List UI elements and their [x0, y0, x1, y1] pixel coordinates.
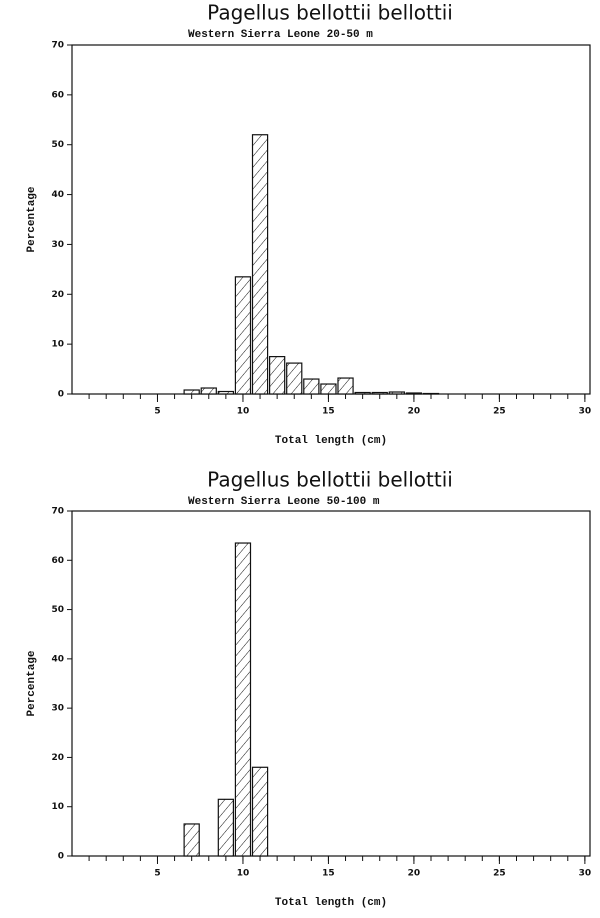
bar — [388, 391, 405, 395]
y-tick-label: 40 — [51, 190, 64, 200]
y-tick-label: 10 — [51, 340, 64, 350]
bar — [405, 392, 423, 395]
bar — [371, 391, 388, 395]
x-tick-label: 10 — [237, 407, 250, 417]
x-axis-label: Total length (cm) — [275, 897, 387, 909]
x-tick-label: 15 — [322, 407, 335, 417]
bar — [251, 134, 269, 395]
plot-frame — [71, 44, 591, 395]
chart-subtitle: Western Sierra Leone 50-100 m — [188, 496, 380, 508]
bar — [286, 362, 303, 395]
y-tick-label: 0 — [58, 390, 64, 400]
bar — [269, 356, 286, 395]
y-tick-label: 50 — [51, 605, 64, 615]
x-axis-label: Total length (cm) — [275, 435, 387, 447]
x-tick-label: 20 — [408, 407, 421, 417]
y-tick-label: 60 — [51, 90, 64, 100]
bar — [234, 276, 252, 395]
y-tick-label: 30 — [51, 704, 64, 714]
y-tick-label: 30 — [51, 240, 64, 250]
bar — [200, 387, 217, 395]
chart: Pagellus bellottii bellottii Western Sier… — [26, 1, 591, 447]
bar — [234, 542, 252, 857]
bar — [354, 391, 371, 395]
bar — [217, 390, 235, 395]
bar — [337, 377, 354, 395]
plot-frame — [71, 510, 591, 857]
y-tick-label: 0 — [58, 852, 64, 862]
chart-title: Pagellus bellottii bellottii — [207, 1, 453, 25]
x-tick-label: 20 — [408, 869, 421, 879]
bar — [320, 383, 337, 395]
y-tick-label: 20 — [51, 290, 64, 300]
y-axis-label: Percentage — [26, 650, 38, 716]
y-tick-label: 20 — [51, 753, 64, 763]
y-tick-label: 40 — [51, 654, 64, 664]
x-tick-label: 25 — [493, 869, 506, 879]
chart-subtitle: Western Sierra Leone 20-50 m — [188, 29, 373, 41]
y-tick-label: 50 — [51, 140, 64, 150]
bar — [251, 766, 269, 857]
x-tick-label: 15 — [322, 869, 335, 879]
x-tick-label: 25 — [493, 407, 506, 417]
y-axis-label: Percentage — [26, 186, 38, 252]
bar — [183, 389, 200, 395]
y-tick-label: 70 — [51, 507, 64, 517]
x-tick-label: 30 — [579, 407, 592, 417]
x-tick-label: 5 — [154, 869, 160, 879]
chart: Pagellus bellottii bellottii Western Sier… — [26, 468, 591, 909]
bar — [303, 378, 320, 395]
x-tick-label: 30 — [579, 869, 592, 879]
bar — [183, 823, 200, 857]
y-tick-label: 60 — [51, 556, 64, 566]
y-tick-label: 10 — [51, 802, 64, 812]
bar — [217, 798, 235, 857]
chart-title: Pagellus bellottii bellottii — [207, 468, 453, 492]
y-tick-label: 70 — [51, 41, 64, 51]
x-tick-label: 10 — [237, 869, 250, 879]
x-tick-label: 5 — [154, 407, 160, 417]
